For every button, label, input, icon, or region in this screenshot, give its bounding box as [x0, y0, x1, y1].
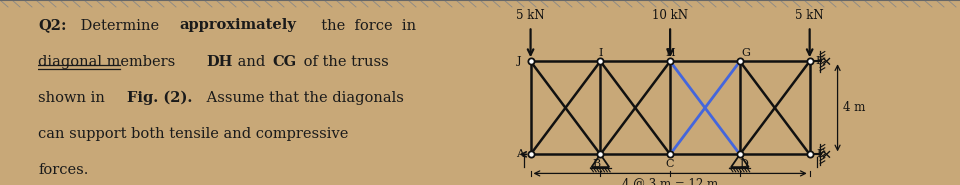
Text: 5 kN: 5 kN [795, 9, 824, 22]
Text: I: I [598, 48, 603, 58]
Text: DH: DH [206, 55, 232, 69]
Text: B: B [592, 159, 601, 169]
Text: C: C [666, 159, 674, 169]
Text: approximately: approximately [180, 18, 297, 33]
Text: Determine: Determine [76, 18, 168, 33]
Text: CG: CG [273, 55, 297, 69]
Text: D: D [739, 159, 748, 169]
Text: F: F [815, 56, 823, 66]
Text: the  force  in: the force in [312, 18, 417, 33]
Text: J: J [516, 56, 521, 66]
Text: A: A [516, 149, 524, 159]
Text: forces.: forces. [38, 163, 88, 177]
Text: shown in: shown in [38, 91, 109, 105]
Text: can support both tensile and compressive: can support both tensile and compressive [38, 127, 348, 141]
Text: diagonal members: diagonal members [38, 55, 180, 69]
Text: 5 kN: 5 kN [516, 9, 545, 22]
Text: Fig. (2).: Fig. (2). [127, 91, 192, 105]
Text: E: E [816, 149, 825, 159]
Text: 4 @ 3 m = 12 m: 4 @ 3 m = 12 m [622, 178, 718, 185]
Text: of the truss: of the truss [299, 55, 389, 69]
Text: Assume that the diagonals: Assume that the diagonals [202, 91, 403, 105]
Text: Q2:: Q2: [38, 18, 67, 33]
Text: 10 kN: 10 kN [652, 9, 688, 22]
Text: H: H [665, 48, 675, 58]
Text: 4 m: 4 m [844, 101, 866, 114]
Text: G: G [741, 48, 750, 58]
Text: and: and [232, 55, 270, 69]
